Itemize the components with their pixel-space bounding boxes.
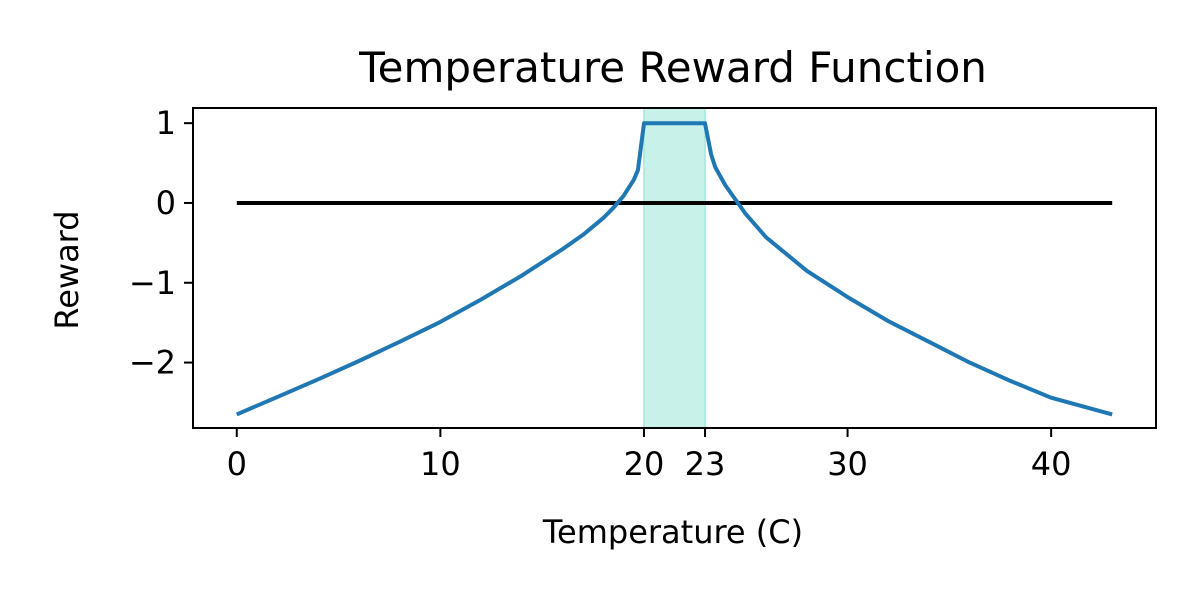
x-tick-label: 0 bbox=[227, 445, 247, 483]
series-layer bbox=[236, 121, 1113, 417]
chart-title: Temperature Reward Function bbox=[358, 43, 987, 92]
x-tick-label: 40 bbox=[1031, 445, 1072, 483]
y-tick-label: 1 bbox=[156, 104, 176, 142]
plot-area-frame bbox=[192, 107, 1157, 429]
y-axis-ticks: 1 0 −1 −2 bbox=[129, 104, 193, 382]
x-axis-label: Temperature (C) bbox=[542, 513, 803, 551]
y-axis-label: Reward bbox=[48, 210, 86, 329]
x-axis-ticks: 0 10 20 23 30 40 bbox=[227, 428, 1072, 483]
x-tick-label: 23 bbox=[685, 445, 726, 483]
x-tick-label: 20 bbox=[624, 445, 665, 483]
x-tick-label: 10 bbox=[420, 445, 461, 483]
y-tick-label: −1 bbox=[129, 264, 176, 302]
reward-curve-line bbox=[236, 121, 1113, 417]
y-tick-label: −2 bbox=[129, 344, 176, 382]
comfort-band bbox=[643, 107, 706, 429]
y-tick-label: 0 bbox=[156, 184, 176, 222]
x-tick-label: 30 bbox=[827, 445, 868, 483]
comfort-band-layer bbox=[643, 107, 706, 429]
